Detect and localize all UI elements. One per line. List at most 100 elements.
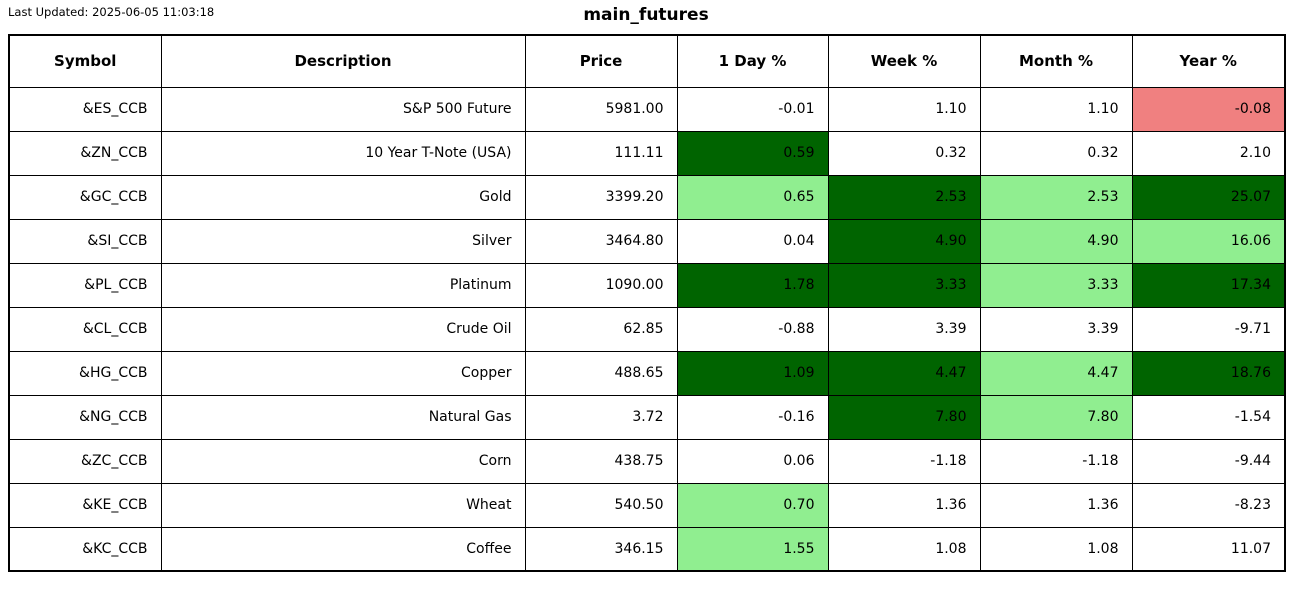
cell-price: 346.15: [524, 526, 678, 572]
header-row: Symbol Description Price 1 Day % Week % …: [8, 34, 1286, 88]
cell-symbol: &ZN_CCB: [8, 130, 162, 176]
cell-pct-week: 0.32: [827, 130, 981, 176]
cell-symbol: &CL_CCB: [8, 306, 162, 352]
cell-pct-month: 3.39: [979, 306, 1133, 352]
cell-pct-month: 1.10: [979, 86, 1133, 132]
cell-description: 10 Year T-Note (USA): [160, 130, 526, 176]
cell-description: Coffee: [160, 526, 526, 572]
cell-symbol: &KC_CCB: [8, 526, 162, 572]
cell-symbol: &HG_CCB: [8, 350, 162, 396]
cell-pct-week: 2.53: [827, 174, 981, 220]
table-row: &NG_CCB Natural Gas 3.72 -0.16 7.80 7.80…: [8, 394, 1286, 440]
cell-pct-day: 0.65: [676, 174, 829, 220]
cell-pct-year: -8.23: [1131, 482, 1286, 528]
cell-pct-week: 4.47: [827, 350, 981, 396]
cell-pct-day: 0.06: [676, 438, 829, 484]
cell-pct-day: 1.09: [676, 350, 829, 396]
col-header-year: Year %: [1131, 34, 1286, 88]
cell-description: Crude Oil: [160, 306, 526, 352]
table-row: &GC_CCB Gold 3399.20 0.65 2.53 2.53 25.0…: [8, 174, 1286, 220]
table-row: &PL_CCB Platinum 1090.00 1.78 3.33 3.33 …: [8, 262, 1286, 308]
col-header-1day: 1 Day %: [676, 34, 829, 88]
cell-pct-month: 1.36: [979, 482, 1133, 528]
col-header-week: Week %: [827, 34, 981, 88]
cell-symbol: &ES_CCB: [8, 86, 162, 132]
cell-description: Corn: [160, 438, 526, 484]
cell-pct-month: 1.08: [979, 526, 1133, 572]
cell-pct-month: 2.53: [979, 174, 1133, 220]
cell-pct-day: -0.01: [676, 86, 829, 132]
cell-pct-year: 18.76: [1131, 350, 1286, 396]
cell-pct-month: 0.32: [979, 130, 1133, 176]
cell-pct-month: 3.33: [979, 262, 1133, 308]
table-row: &ES_CCB S&P 500 Future 5981.00 -0.01 1.1…: [8, 86, 1286, 132]
cell-pct-week: 7.80: [827, 394, 981, 440]
cell-pct-year: -9.44: [1131, 438, 1286, 484]
cell-symbol: &SI_CCB: [8, 218, 162, 264]
cell-price: 5981.00: [524, 86, 678, 132]
cell-description: Copper: [160, 350, 526, 396]
cell-pct-month: 4.90: [979, 218, 1133, 264]
table-row: &ZC_CCB Corn 438.75 0.06 -1.18 -1.18 -9.…: [8, 438, 1286, 484]
futures-table-body: &ES_CCB S&P 500 Future 5981.00 -0.01 1.1…: [8, 86, 1286, 572]
cell-pct-day: -0.88: [676, 306, 829, 352]
table-row: &SI_CCB Silver 3464.80 0.04 4.90 4.90 16…: [8, 218, 1286, 264]
cell-description: Platinum: [160, 262, 526, 308]
cell-price: 1090.00: [524, 262, 678, 308]
cell-pct-week: -1.18: [827, 438, 981, 484]
table-row: &ZN_CCB 10 Year T-Note (USA) 111.11 0.59…: [8, 130, 1286, 176]
page-title: main_futures: [583, 5, 709, 25]
cell-description: Wheat: [160, 482, 526, 528]
cell-pct-day: 0.70: [676, 482, 829, 528]
futures-table: Symbol Description Price 1 Day % Week % …: [8, 34, 1286, 572]
cell-price: 3464.80: [524, 218, 678, 264]
cell-pct-month: -1.18: [979, 438, 1133, 484]
cell-price: 438.75: [524, 438, 678, 484]
cell-description: Gold: [160, 174, 526, 220]
cell-description: Natural Gas: [160, 394, 526, 440]
cell-price: 62.85: [524, 306, 678, 352]
cell-symbol: &KE_CCB: [8, 482, 162, 528]
col-header-price: Price: [524, 34, 678, 88]
futures-report: Last Updated: 2025-06-05 11:03:18 main_f…: [0, 0, 1292, 572]
cell-symbol: &PL_CCB: [8, 262, 162, 308]
cell-price: 3399.20: [524, 174, 678, 220]
cell-pct-month: 4.47: [979, 350, 1133, 396]
cell-symbol: &ZC_CCB: [8, 438, 162, 484]
cell-pct-week: 1.36: [827, 482, 981, 528]
cell-price: 3.72: [524, 394, 678, 440]
cell-pct-year: -9.71: [1131, 306, 1286, 352]
cell-symbol: &NG_CCB: [8, 394, 162, 440]
report-header: Last Updated: 2025-06-05 11:03:18 main_f…: [0, 0, 1292, 34]
cell-price: 488.65: [524, 350, 678, 396]
col-header-month: Month %: [979, 34, 1133, 88]
cell-pct-month: 7.80: [979, 394, 1133, 440]
cell-pct-year: 17.34: [1131, 262, 1286, 308]
col-header-symbol: Symbol: [8, 34, 162, 88]
cell-pct-week: 4.90: [827, 218, 981, 264]
cell-pct-day: 0.04: [676, 218, 829, 264]
cell-pct-year: 25.07: [1131, 174, 1286, 220]
table-row: &CL_CCB Crude Oil 62.85 -0.88 3.39 3.39 …: [8, 306, 1286, 352]
table-row: &HG_CCB Copper 488.65 1.09 4.47 4.47 18.…: [8, 350, 1286, 396]
last-updated-label: Last Updated: 2025-06-05 11:03:18: [8, 5, 215, 19]
cell-pct-week: 3.39: [827, 306, 981, 352]
cell-pct-day: 0.59: [676, 130, 829, 176]
cell-description: S&P 500 Future: [160, 86, 526, 132]
cell-pct-year: 16.06: [1131, 218, 1286, 264]
cell-price: 540.50: [524, 482, 678, 528]
table-row: &KE_CCB Wheat 540.50 0.70 1.36 1.36 -8.2…: [8, 482, 1286, 528]
cell-pct-year: -1.54: [1131, 394, 1286, 440]
cell-price: 111.11: [524, 130, 678, 176]
cell-pct-year: -0.08: [1131, 86, 1286, 132]
cell-pct-day: -0.16: [676, 394, 829, 440]
cell-pct-week: 1.10: [827, 86, 981, 132]
cell-pct-week: 3.33: [827, 262, 981, 308]
table-row: &KC_CCB Coffee 346.15 1.55 1.08 1.08 11.…: [8, 526, 1286, 572]
cell-pct-week: 1.08: [827, 526, 981, 572]
cell-pct-year: 2.10: [1131, 130, 1286, 176]
cell-pct-year: 11.07: [1131, 526, 1286, 572]
cell-pct-day: 1.55: [676, 526, 829, 572]
cell-symbol: &GC_CCB: [8, 174, 162, 220]
cell-description: Silver: [160, 218, 526, 264]
